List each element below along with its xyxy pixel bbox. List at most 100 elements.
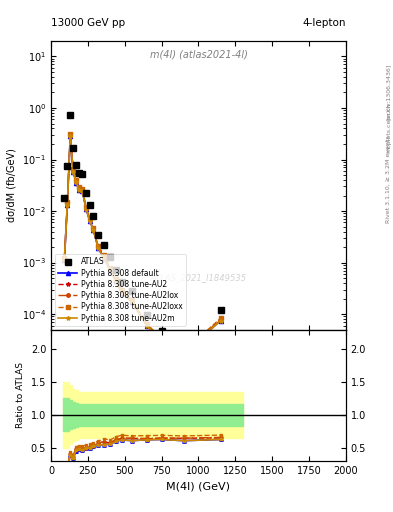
Text: m(4l) (atlas2021-4l): m(4l) (atlas2021-4l)	[149, 50, 248, 59]
Pythia 8.308 tune-AU2loxx	[84, 204, 88, 210]
Pythia 8.308 default	[218, 317, 223, 324]
Text: ATLAS_2021_I1849535: ATLAS_2021_I1849535	[151, 273, 246, 282]
Legend: ATLAS, Pythia 8.308 default, Pythia 8.308 tune-AU2, Pythia 8.308 tune-AU2lox, Py: ATLAS, Pythia 8.308 default, Pythia 8.30…	[55, 254, 185, 326]
ATLAS	[71, 144, 75, 151]
Pythia 8.308 tune-AU2lox	[65, 202, 70, 208]
Pythia 8.308 tune-AU2m	[91, 227, 96, 233]
Pythia 8.308 default	[80, 188, 85, 195]
ATLAS	[87, 202, 92, 208]
Pythia 8.308 tune-AU2lox	[114, 278, 118, 284]
Pythia 8.308 tune-AU2loxx	[102, 252, 107, 258]
Pythia 8.308 tune-AU2	[218, 316, 223, 323]
ATLAS	[130, 288, 134, 294]
Pythia 8.308 tune-AU2loxx	[71, 166, 75, 172]
ATLAS	[91, 213, 96, 219]
Pythia 8.308 default	[71, 168, 75, 175]
Pythia 8.308 tune-AU2	[102, 253, 107, 260]
ATLAS	[159, 328, 164, 334]
Pythia 8.308 tune-AU2lox	[108, 266, 112, 272]
Pythia 8.308 default	[84, 206, 88, 212]
ATLAS	[182, 339, 186, 346]
Pythia 8.308 tune-AU2lox	[62, 258, 67, 264]
ATLAS	[145, 312, 149, 318]
Pythia 8.308 tune-AU2	[108, 266, 112, 272]
Pythia 8.308 tune-AU2loxx	[74, 177, 79, 183]
Pythia 8.308 tune-AU2loxx	[91, 225, 96, 231]
Line: Pythia 8.308 default: Pythia 8.308 default	[62, 134, 223, 356]
Pythia 8.308 tune-AU2m	[159, 338, 164, 344]
Pythia 8.308 tune-AU2lox	[102, 253, 107, 260]
Pythia 8.308 tune-AU2loxx	[96, 243, 101, 249]
Pythia 8.308 tune-AU2lox	[80, 187, 85, 194]
Pythia 8.308 tune-AU2loxx	[218, 315, 223, 322]
Pythia 8.308 tune-AU2	[62, 258, 67, 264]
Pythia 8.308 tune-AU2lox	[96, 244, 101, 250]
ATLAS	[80, 171, 85, 177]
Pythia 8.308 tune-AU2lox	[84, 206, 88, 212]
Pythia 8.308 tune-AU2loxx	[182, 348, 186, 354]
ATLAS	[102, 242, 107, 248]
Text: Rivet 3.1.10, ≥ 3.2M events: Rivet 3.1.10, ≥ 3.2M events	[386, 135, 391, 223]
Pythia 8.308 tune-AU2m	[74, 179, 79, 185]
Pythia 8.308 default	[65, 202, 70, 208]
Pythia 8.308 tune-AU2loxx	[62, 255, 67, 262]
Pythia 8.308 default	[108, 267, 112, 273]
ATLAS	[108, 253, 112, 260]
Pythia 8.308 tune-AU2loxx	[119, 287, 124, 293]
Pythia 8.308 tune-AU2m	[114, 279, 118, 285]
Pythia 8.308 tune-AU2	[65, 202, 70, 208]
Pythia 8.308 default	[182, 351, 186, 357]
Text: mcplots.cern.ch: mcplots.cern.ch	[386, 103, 391, 153]
Pythia 8.308 tune-AU2	[74, 179, 79, 185]
Pythia 8.308 tune-AU2lox	[182, 349, 186, 355]
Pythia 8.308 tune-AU2m	[145, 323, 149, 329]
Y-axis label: Ratio to ATLAS: Ratio to ATLAS	[16, 362, 25, 428]
Pythia 8.308 tune-AU2	[84, 206, 88, 212]
Pythia 8.308 tune-AU2loxx	[87, 216, 92, 222]
Pythia 8.308 tune-AU2	[80, 187, 85, 194]
Text: 4-lepton: 4-lepton	[302, 18, 346, 28]
Pythia 8.308 tune-AU2loxx	[77, 184, 81, 190]
Pythia 8.308 tune-AU2m	[87, 218, 92, 224]
Pythia 8.308 tune-AU2m	[102, 255, 107, 262]
Pythia 8.308 tune-AU2m	[68, 134, 73, 140]
Pythia 8.308 tune-AU2lox	[159, 337, 164, 344]
Pythia 8.308 tune-AU2m	[84, 206, 88, 212]
Y-axis label: dσ/dM (fb/GeV): dσ/dM (fb/GeV)	[6, 148, 17, 222]
Line: Pythia 8.308 tune-AU2lox: Pythia 8.308 tune-AU2lox	[62, 134, 222, 354]
Pythia 8.308 tune-AU2m	[108, 267, 112, 273]
Pythia 8.308 tune-AU2	[91, 227, 96, 233]
ATLAS	[74, 162, 79, 168]
Pythia 8.308 tune-AU2m	[71, 168, 75, 175]
Pythia 8.308 tune-AU2m	[77, 186, 81, 193]
Pythia 8.308 tune-AU2	[68, 133, 73, 139]
Pythia 8.308 tune-AU2lox	[91, 227, 96, 233]
Pythia 8.308 default	[91, 227, 96, 233]
ATLAS	[84, 190, 88, 197]
Pythia 8.308 tune-AU2lox	[119, 289, 124, 295]
Pythia 8.308 tune-AU2m	[119, 290, 124, 296]
ATLAS	[218, 307, 223, 313]
Text: [arXiv:1306.3436]: [arXiv:1306.3436]	[386, 64, 391, 120]
Pythia 8.308 tune-AU2lox	[77, 186, 81, 192]
Pythia 8.308 default	[114, 279, 118, 285]
Pythia 8.308 default	[145, 323, 149, 329]
Pythia 8.308 tune-AU2m	[182, 351, 186, 357]
Pythia 8.308 tune-AU2loxx	[159, 336, 164, 342]
Pythia 8.308 tune-AU2loxx	[68, 131, 73, 137]
Pythia 8.308 tune-AU2loxx	[130, 296, 134, 303]
Pythia 8.308 default	[130, 299, 134, 305]
Pythia 8.308 tune-AU2m	[96, 245, 101, 251]
Pythia 8.308 tune-AU2loxx	[65, 199, 70, 205]
Pythia 8.308 default	[68, 134, 73, 140]
ATLAS	[119, 279, 124, 285]
ATLAS	[77, 170, 81, 176]
Pythia 8.308 tune-AU2lox	[130, 298, 134, 304]
Pythia 8.308 tune-AU2	[130, 298, 134, 304]
Pythia 8.308 tune-AU2m	[62, 258, 67, 264]
Pythia 8.308 tune-AU2m	[218, 317, 223, 324]
Pythia 8.308 tune-AU2	[71, 168, 75, 174]
Pythia 8.308 default	[74, 180, 79, 186]
Pythia 8.308 tune-AU2lox	[87, 217, 92, 223]
Pythia 8.308 tune-AU2	[77, 186, 81, 192]
